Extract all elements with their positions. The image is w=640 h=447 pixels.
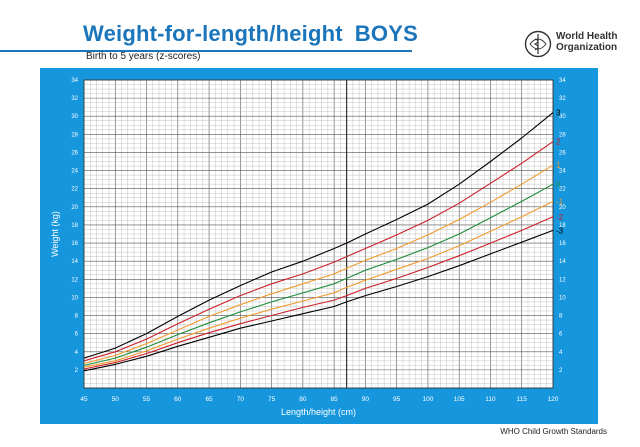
y-tick-label-left: 30 bbox=[71, 114, 78, 120]
who-name: World Health Organization bbox=[556, 31, 617, 53]
x-tick-label: 80 bbox=[299, 396, 307, 403]
y-tick-label-right: 26 bbox=[559, 150, 566, 156]
y-tick-label-left: 20 bbox=[71, 205, 78, 211]
series-label-z0: 0 bbox=[556, 180, 561, 189]
x-tick-label: 60 bbox=[174, 396, 182, 403]
series-label-z3: 3 bbox=[556, 109, 561, 118]
y-tick-label-left: 6 bbox=[75, 332, 79, 338]
x-tick-label: 45 bbox=[80, 396, 88, 403]
y-tick-label-left: 16 bbox=[71, 241, 78, 247]
y-tick-label-left: 24 bbox=[71, 169, 78, 175]
y-tick-label-left: 34 bbox=[71, 78, 78, 84]
footer-source: WHO Child Growth Standards bbox=[500, 427, 607, 436]
x-tick-label: 105 bbox=[454, 396, 465, 403]
series-line-z-3 bbox=[83, 229, 554, 372]
y-tick-label-right: 20 bbox=[559, 205, 566, 211]
title-underline bbox=[0, 50, 412, 52]
y-tick-label-left: 28 bbox=[71, 132, 78, 138]
title-sex: BOYS bbox=[354, 21, 418, 46]
title-main: Weight-for-length/height bbox=[83, 21, 343, 46]
x-tick-label: 70 bbox=[237, 396, 245, 403]
x-tick-label: 115 bbox=[517, 396, 528, 403]
who-name-line2: Organization bbox=[556, 42, 618, 53]
y-tick-label-right: 34 bbox=[559, 78, 566, 84]
y-tick-label-left: 22 bbox=[71, 187, 78, 193]
series-label-z1: 1 bbox=[556, 161, 561, 170]
who-name-line1: World Health bbox=[556, 31, 618, 42]
y-tick-label-right: 6 bbox=[559, 332, 563, 338]
y-axis-label: Weight (kg) bbox=[50, 211, 60, 257]
series-line-z-1 bbox=[83, 200, 554, 368]
x-axis-label: Length/height (cm) bbox=[281, 407, 356, 417]
y-tick-label-left: 14 bbox=[71, 259, 78, 265]
x-tick-label: 75 bbox=[268, 396, 276, 403]
series-line-z0 bbox=[83, 183, 554, 366]
series-label-z2: 2 bbox=[556, 138, 561, 147]
y-tick-label-right: 22 bbox=[559, 187, 566, 193]
x-tick-label: 110 bbox=[485, 396, 496, 403]
y-tick-label-right: 30 bbox=[559, 114, 566, 120]
y-tick-label-left: 32 bbox=[71, 96, 78, 102]
series-line-z2 bbox=[83, 141, 554, 362]
y-tick-label-left: 8 bbox=[75, 314, 79, 320]
y-tick-label-left: 26 bbox=[71, 150, 78, 156]
y-tick-label-left: 4 bbox=[75, 350, 79, 356]
x-tick-label: 90 bbox=[362, 396, 370, 403]
x-tick-label: 100 bbox=[423, 396, 434, 403]
x-tick-label: 50 bbox=[112, 396, 120, 403]
y-tick-label-right: 4 bbox=[559, 350, 563, 356]
series-label-z-3: -3 bbox=[556, 226, 564, 235]
y-tick-label-left: 12 bbox=[71, 277, 78, 283]
chart-title: Weight-for-length/height BOYS bbox=[83, 21, 418, 47]
y-tick-label-right: 10 bbox=[559, 295, 566, 301]
x-tick-label: 95 bbox=[393, 396, 401, 403]
y-tick-label-right: 16 bbox=[559, 241, 566, 247]
series-line-z3 bbox=[83, 112, 554, 359]
x-tick-label: 85 bbox=[331, 396, 339, 403]
y-tick-label-right: 18 bbox=[559, 223, 566, 229]
plot-border bbox=[83, 79, 554, 389]
x-tick-label: 55 bbox=[143, 396, 151, 403]
y-tick-label-right: 2 bbox=[559, 368, 563, 374]
y-tick-label-right: 8 bbox=[559, 314, 563, 320]
x-tick-label: 120 bbox=[548, 396, 559, 403]
chart-subtitle: Birth to 5 years (z-scores) bbox=[86, 51, 201, 62]
series-line-z-2 bbox=[83, 216, 554, 370]
series-line-z1 bbox=[83, 164, 554, 365]
y-tick-label-right: 28 bbox=[559, 132, 566, 138]
y-tick-label-right: 32 bbox=[559, 96, 566, 102]
y-tick-label-left: 10 bbox=[71, 295, 78, 301]
y-tick-label-right: 24 bbox=[559, 169, 566, 175]
series-label-z-1: -1 bbox=[556, 197, 564, 206]
x-tick-label: 65 bbox=[205, 396, 213, 403]
series-label-z-2: -2 bbox=[556, 213, 564, 222]
y-tick-label-left: 2 bbox=[75, 368, 79, 374]
y-tick-label-left: 18 bbox=[71, 223, 78, 229]
y-tick-label-right: 14 bbox=[559, 259, 566, 265]
y-tick-label-right: 12 bbox=[559, 277, 566, 283]
who-emblem-icon bbox=[524, 30, 552, 58]
